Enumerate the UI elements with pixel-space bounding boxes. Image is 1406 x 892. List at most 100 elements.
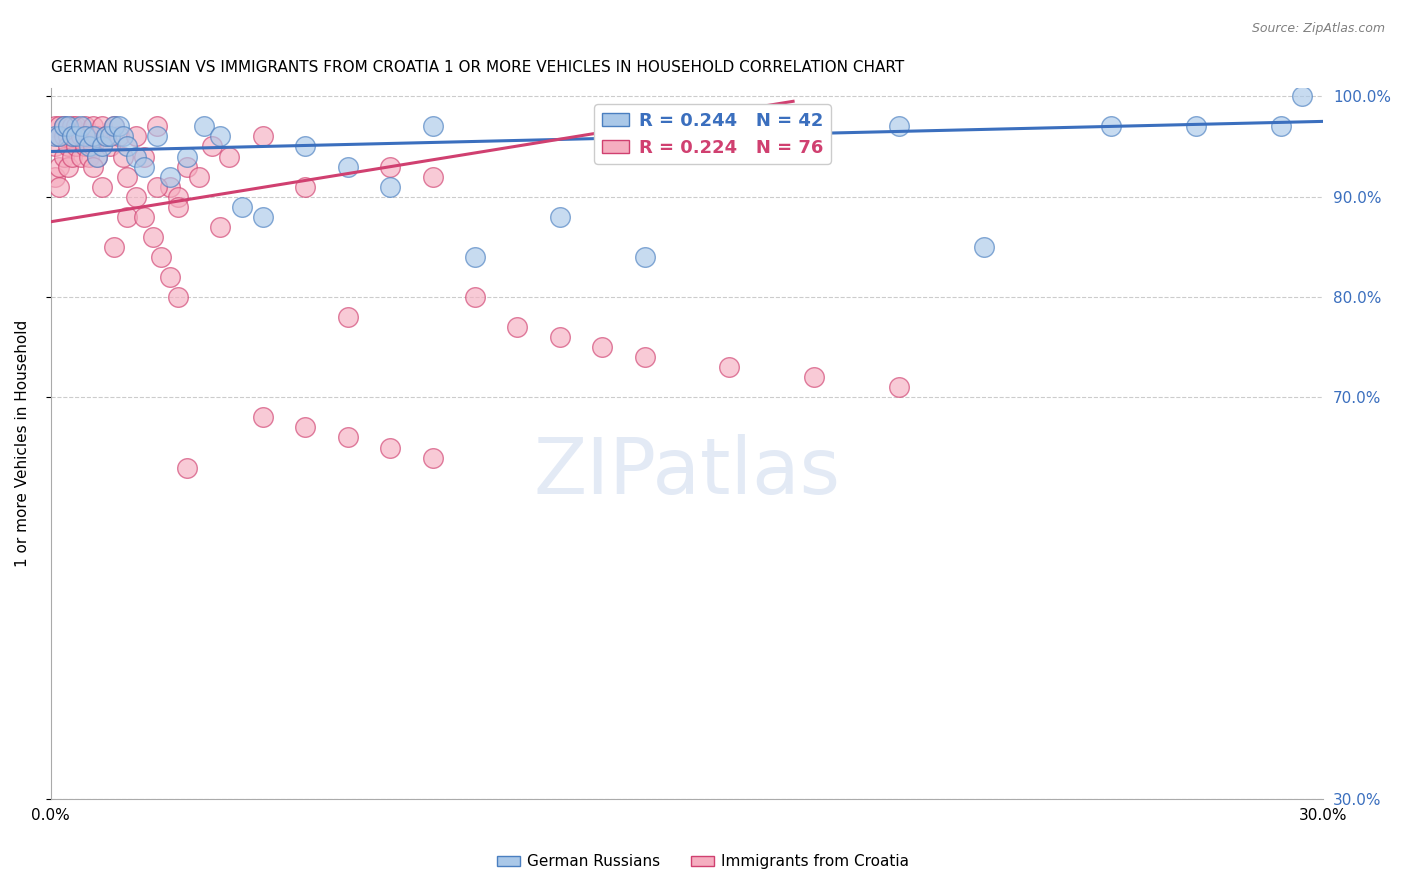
Point: [44, 129, 66, 144]
Point: [193, 120, 215, 134]
Point: [103, 240, 125, 254]
Point: [378, 441, 401, 455]
Point: [887, 120, 910, 134]
Point: [60, 129, 83, 144]
Y-axis label: 1 or more Vehicles in Household: 1 or more Vehicles in Household: [15, 320, 30, 567]
Point: [506, 320, 529, 334]
Point: [77, 129, 100, 144]
Point: [73, 129, 96, 144]
Point: [82, 160, 104, 174]
Point: [124, 129, 146, 144]
Point: [1099, 120, 1122, 134]
Point: [98, 139, 121, 153]
Point: [56, 139, 79, 153]
Point: [188, 169, 211, 184]
Point: [176, 460, 198, 475]
Point: [111, 149, 134, 163]
Point: [115, 169, 138, 184]
Point: [422, 120, 444, 134]
Point: [56, 120, 79, 134]
Legend: R = 0.244   N = 42, R = 0.224   N = 76: R = 0.244 N = 42, R = 0.224 N = 76: [595, 104, 831, 164]
Point: [60, 120, 83, 134]
Point: [336, 310, 359, 324]
Point: [60, 129, 83, 144]
Point: [124, 189, 146, 203]
Point: [48, 179, 70, 194]
Point: [146, 129, 169, 144]
Point: [159, 269, 181, 284]
Point: [159, 169, 181, 184]
Point: [1291, 89, 1313, 103]
Point: [167, 290, 190, 304]
Point: [69, 129, 91, 144]
Point: [176, 160, 198, 174]
Point: [294, 139, 316, 153]
Point: [52, 120, 75, 134]
Point: [82, 129, 104, 144]
Text: GERMAN RUSSIAN VS IMMIGRANTS FROM CROATIA 1 OR MORE VEHICLES IN HOUSEHOLD CORREL: GERMAN RUSSIAN VS IMMIGRANTS FROM CROATI…: [51, 60, 904, 75]
Point: [82, 120, 104, 134]
Point: [167, 189, 190, 203]
Point: [209, 219, 232, 234]
Point: [52, 120, 75, 134]
Point: [134, 149, 156, 163]
Point: [73, 139, 96, 153]
Point: [107, 129, 129, 144]
Point: [422, 450, 444, 465]
Point: [231, 200, 253, 214]
Point: [718, 360, 741, 375]
Point: [111, 129, 134, 144]
Point: [209, 129, 232, 144]
Point: [464, 290, 486, 304]
Point: [86, 129, 108, 144]
Point: [1185, 120, 1208, 134]
Point: [548, 330, 571, 344]
Point: [218, 149, 240, 163]
Point: [90, 179, 112, 194]
Point: [48, 160, 70, 174]
Point: [134, 210, 156, 224]
Point: [115, 210, 138, 224]
Point: [201, 139, 224, 153]
Point: [142, 229, 165, 244]
Point: [548, 210, 571, 224]
Point: [65, 120, 87, 134]
Point: [48, 129, 70, 144]
Point: [633, 350, 655, 364]
Point: [82, 139, 104, 153]
Point: [44, 139, 66, 153]
Text: Source: ZipAtlas.com: Source: ZipAtlas.com: [1251, 22, 1385, 36]
Point: [378, 160, 401, 174]
Point: [294, 179, 316, 194]
Point: [633, 250, 655, 264]
Point: [159, 179, 181, 194]
Point: [90, 120, 112, 134]
Point: [146, 120, 169, 134]
Point: [464, 250, 486, 264]
Point: [94, 129, 117, 144]
Point: [252, 410, 274, 425]
Point: [56, 129, 79, 144]
Point: [103, 120, 125, 134]
Point: [52, 149, 75, 163]
Point: [65, 129, 87, 144]
Point: [60, 149, 83, 163]
Point: [718, 120, 741, 134]
Point: [134, 160, 156, 174]
Point: [48, 129, 70, 144]
Point: [167, 200, 190, 214]
Point: [107, 120, 129, 134]
Point: [56, 160, 79, 174]
Point: [65, 139, 87, 153]
Point: [422, 169, 444, 184]
Point: [378, 179, 401, 194]
Point: [94, 129, 117, 144]
Point: [124, 149, 146, 163]
Point: [252, 129, 274, 144]
Point: [176, 149, 198, 163]
Point: [52, 129, 75, 144]
Point: [336, 160, 359, 174]
Point: [73, 120, 96, 134]
Text: ZIPatlas: ZIPatlas: [533, 434, 841, 510]
Point: [48, 120, 70, 134]
